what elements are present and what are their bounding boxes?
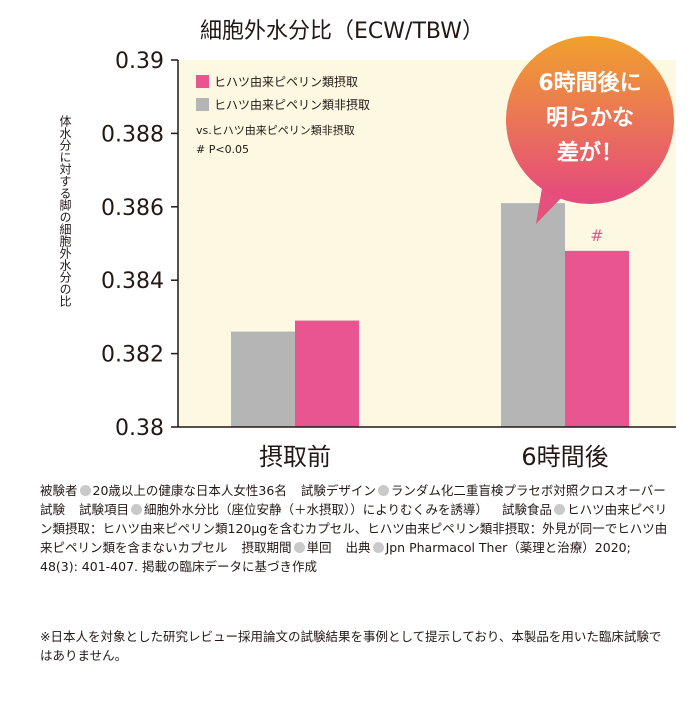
bullet-dot-icon bbox=[79, 485, 91, 496]
bubble-circle bbox=[506, 36, 674, 204]
bullet-dot-icon bbox=[131, 504, 143, 515]
callout-bubble: 6時間後に 明らかな 差が！ bbox=[506, 36, 674, 224]
note-label: 試験食品 bbox=[502, 502, 553, 517]
legend-swatch-intake bbox=[196, 75, 209, 88]
legend: ヒハツ由来ピペリン類摂取 ヒハツ由来ピペリン類非摂取 vs.ヒハツ由来ピペリン類… bbox=[196, 74, 370, 156]
note-text: ヒハツ由来ピペリン類摂取：ヒハツ由来ピペリン類120μgを含むカプセル、ヒハツ由… bbox=[40, 502, 668, 555]
comparison-note: vs.ヒハツ由来ピペリン類非摂取 bbox=[196, 123, 355, 137]
bullet-dot-icon bbox=[554, 504, 566, 515]
legend-swatch-nonintake bbox=[196, 98, 209, 111]
note-label: 被験者 bbox=[40, 483, 78, 498]
chart-title: 細胞外水分比（ECW/TBW） bbox=[200, 19, 484, 44]
bullet-dot-icon bbox=[372, 542, 384, 553]
note-label: 試験項目 bbox=[79, 502, 130, 517]
ecw-tbw-bar-chart: 細胞外水分比（ECW/TBW） 0.39 0.388 0.386 0.384 0.382… bbox=[58, 19, 676, 471]
x-category-label: 摂取前 bbox=[259, 443, 331, 471]
y-tick-label: 0.39 bbox=[115, 49, 164, 74]
bar-intake-2 bbox=[565, 250, 629, 427]
note-text: 20歳以上の健康な日本人女性36名 bbox=[92, 483, 287, 498]
note-label: 出典 bbox=[345, 540, 371, 555]
bubble-line-1: 6時間後に bbox=[538, 70, 641, 96]
bars-group: # bbox=[231, 203, 629, 427]
bubble-line-2: 明らかな bbox=[546, 106, 634, 131]
legend-label-nonintake: ヒハツ由来ピペリン類非摂取 bbox=[214, 97, 370, 112]
disclaimer-text: ※日本人を対象とした研究レビュー採用論文の試験結果を事例として提示しており、本製… bbox=[40, 629, 662, 663]
bar-nonintake-1 bbox=[231, 331, 295, 427]
note-label: 摂取期間 bbox=[241, 540, 292, 555]
bullet-dot-icon bbox=[377, 485, 389, 496]
significance-marker: # bbox=[590, 226, 603, 245]
y-tick-label: 0.388 bbox=[101, 122, 164, 147]
bar-nonintake-2 bbox=[501, 203, 565, 427]
study-notes: 被験者 20歳以上の健康な日本人女性36名 試験デザイン ランダム化二重盲検プラセボ対… bbox=[40, 481, 670, 576]
note-text: 単回 bbox=[306, 540, 332, 555]
y-tick-label: 0.384 bbox=[101, 269, 164, 294]
y-tick-label: 0.382 bbox=[101, 343, 164, 368]
y-tick-label: 0.38 bbox=[115, 416, 164, 441]
significance-note: # P<0.05 bbox=[196, 143, 249, 156]
y-tick-label: 0.386 bbox=[101, 196, 164, 221]
note-label: 試験デザイン bbox=[300, 483, 376, 498]
bullet-dot-icon bbox=[293, 542, 305, 553]
legend-label-intake: ヒハツ由来ピペリン類摂取 bbox=[214, 74, 358, 89]
y-axis-ticks: 0.39 0.388 0.386 0.384 0.382 0.38 bbox=[101, 49, 178, 441]
bar-intake-1 bbox=[295, 320, 359, 427]
x-axis-categories: 摂取前 6時間後 bbox=[259, 443, 609, 471]
note-text: 細胞外水分比（座位安静（＋水摂取））によりむくみを誘導） bbox=[144, 502, 489, 517]
note-text: ランダム化二重盲検プラセボ対照クロスオーバー試験 bbox=[40, 483, 666, 517]
y-axis-label: 体水分に対する脚の細胞外水分の比 bbox=[58, 115, 72, 308]
x-category-label: 6時間後 bbox=[521, 443, 608, 471]
note-text: Jpn Pharmacol Ther（薬理と治療）2020; 48(3): 40… bbox=[40, 540, 631, 574]
bubble-line-3: 差が！ bbox=[557, 140, 623, 166]
